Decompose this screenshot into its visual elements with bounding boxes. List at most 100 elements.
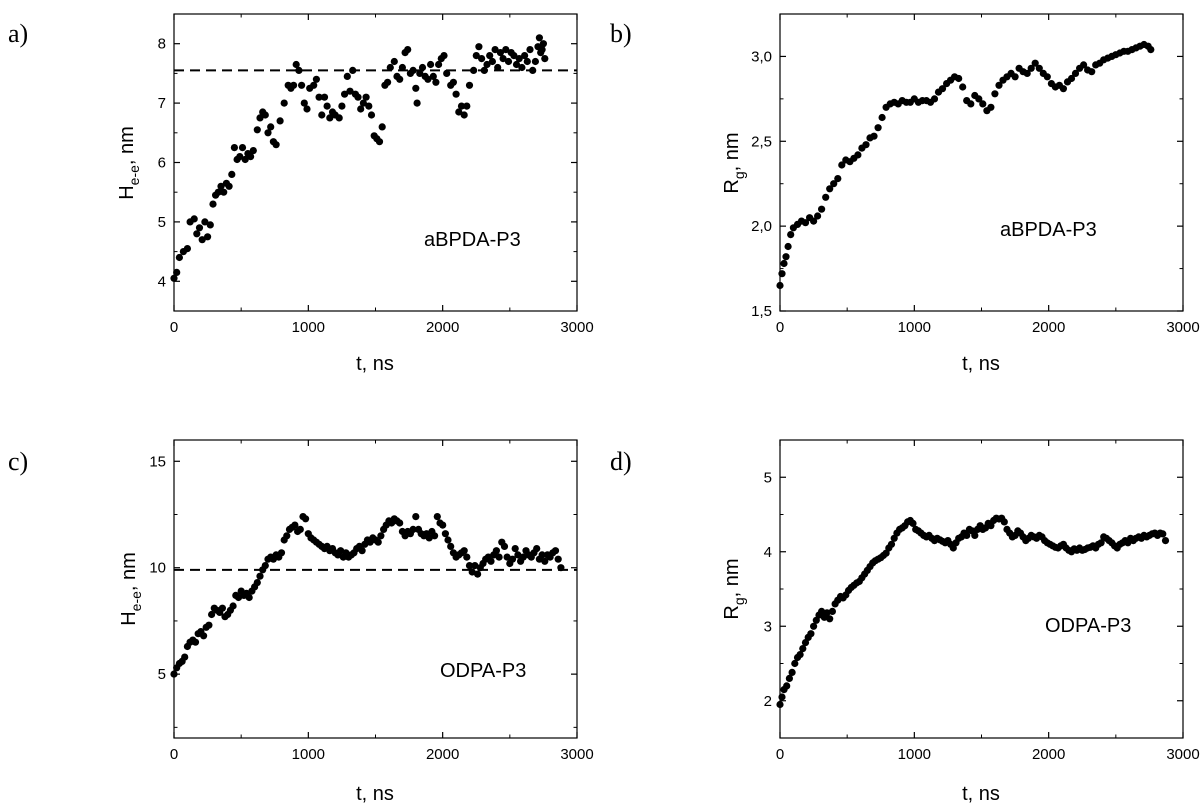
data-point (478, 55, 486, 63)
data-point (205, 621, 213, 629)
data-point (413, 99, 421, 107)
y-axis-title-sub: e-e (128, 591, 144, 611)
data-point (483, 60, 491, 69)
data-point (529, 66, 537, 74)
data-point (256, 114, 264, 122)
data-point (470, 66, 478, 74)
data-point (967, 100, 975, 108)
data-point (396, 75, 404, 83)
y-tick-label: 5 (158, 666, 166, 683)
sample-annotation: ODPA-P3 (440, 660, 526, 682)
data-point (503, 553, 511, 561)
data-point (1035, 64, 1043, 72)
y-axis-title: He-e, nm (118, 552, 144, 626)
data-point (465, 81, 474, 89)
y-tick-label: 3 (764, 618, 772, 635)
data-point (1159, 530, 1167, 538)
data-point (241, 155, 249, 164)
data-point (959, 83, 967, 91)
data-point (272, 141, 280, 149)
data-series (170, 34, 549, 282)
panel-label: a) (8, 19, 28, 48)
data-point (510, 52, 518, 60)
data-point (183, 245, 191, 253)
data-point (433, 513, 441, 521)
y-axis-title-main: R (721, 605, 743, 619)
data-point (551, 547, 560, 555)
data-point (1071, 69, 1080, 77)
data-point (292, 60, 300, 69)
x-tick-label: 2000 (426, 319, 459, 336)
panel-label: c) (8, 447, 28, 476)
data-point (418, 63, 427, 72)
x-tick-label: 0 (776, 746, 784, 763)
data-point (474, 570, 482, 578)
data-point (463, 553, 471, 561)
data-point (425, 534, 433, 542)
y-tick-label: 6 (158, 155, 166, 172)
y-tick-label: 2 (764, 693, 772, 710)
x-tick-label: 1000 (898, 319, 931, 336)
data-point (471, 562, 479, 570)
data-point (349, 66, 357, 74)
data-point (828, 607, 837, 616)
data-point (475, 43, 483, 51)
x-tick-label: 0 (170, 746, 178, 763)
data-point (357, 105, 365, 113)
data-point (267, 123, 275, 131)
x-tick-label: 1000 (292, 319, 325, 336)
x-tick-label: 2000 (1032, 746, 1065, 763)
data-point (830, 180, 838, 188)
data-point (449, 78, 457, 86)
data-point (236, 153, 244, 161)
data-series (776, 40, 1155, 290)
data-point (1088, 68, 1096, 76)
data-point (971, 531, 979, 540)
data-point (791, 659, 799, 668)
data-point (261, 562, 269, 570)
data-point (557, 564, 565, 572)
sample-annotation: aBPDA-P3 (424, 229, 521, 251)
data-point (870, 132, 878, 140)
x-tick-label: 2000 (426, 746, 459, 763)
data-point (538, 551, 546, 559)
data-point (796, 651, 804, 659)
data-point (374, 538, 382, 546)
data-point (780, 259, 788, 268)
data-point (375, 138, 384, 146)
data-point (435, 60, 443, 69)
data-point (296, 525, 304, 534)
data-point (409, 525, 417, 534)
data-point (429, 72, 437, 80)
x-axis-title: t, ns (356, 353, 394, 375)
data-point (500, 542, 509, 551)
data-point (256, 572, 264, 580)
data-point (518, 63, 526, 72)
data-point (200, 632, 208, 640)
data-point (245, 593, 253, 602)
data-point (878, 113, 886, 122)
data-point (492, 547, 500, 555)
data-point (955, 74, 963, 83)
y-axis-title-main: H (118, 611, 140, 625)
plot-frame (779, 439, 1184, 739)
panel-1: a) 0 1000 2000 3000 4 5 6 7 8 t, ns He-e, nm aBPDA-P… (8, 13, 594, 375)
data-point (799, 645, 807, 653)
data-point (874, 124, 882, 132)
data-point (541, 55, 549, 63)
data-point (346, 87, 354, 95)
data-point (218, 604, 226, 612)
panel-4: d) 0 1000 2000 3000 2 3 4 5 t, ns Rg, nm ODPA-P3 (610, 439, 1200, 805)
y-axis-title: He-e, nm (116, 126, 142, 200)
data-point (264, 129, 272, 137)
y-axis-title-main: H (116, 185, 138, 199)
data-point (938, 85, 947, 93)
data-point (290, 81, 298, 89)
data-point (782, 253, 790, 261)
data-point (335, 114, 343, 122)
data-point (496, 49, 504, 57)
x-axis-title: t, ns (962, 353, 1000, 375)
data-point (1000, 518, 1008, 526)
data-point (930, 95, 939, 103)
data-point (480, 66, 488, 74)
